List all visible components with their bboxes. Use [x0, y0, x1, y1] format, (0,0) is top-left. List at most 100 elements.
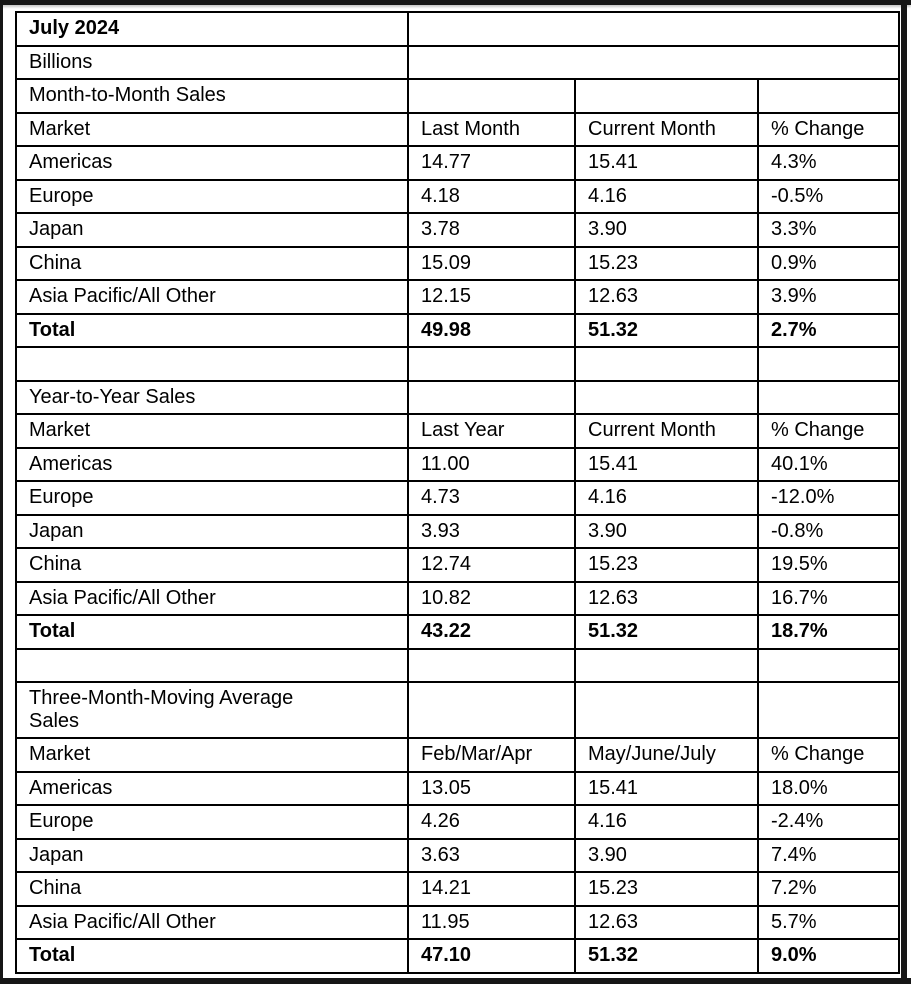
- table-row: Japan 3.93 3.90 -0.8%: [15, 513, 901, 549]
- column-header-cell: Market: [15, 413, 409, 449]
- table-row: Asia Pacific/All Other 12.15 12.63 3.9%: [15, 279, 901, 315]
- market-label-cell: Asia Pacific/All Other: [15, 580, 409, 616]
- column-header-cell: Last Month: [407, 111, 576, 147]
- value-cell: 4.73: [407, 480, 576, 516]
- market-label-cell: Asia Pacific/All Other: [15, 279, 409, 315]
- table-row: Europe 4.18 4.16 -0.5%: [15, 178, 901, 214]
- value-cell: 12.74: [407, 547, 576, 583]
- spacer-row: [15, 647, 901, 683]
- table-row: China 14.21 15.23 7.2%: [15, 871, 901, 907]
- frame-left-edge: [0, 0, 3, 984]
- section-title-row: Month-to-Month Sales: [15, 78, 901, 114]
- value-cell: 3.90: [574, 212, 759, 248]
- value-cell: 15.09: [407, 245, 576, 281]
- value-cell: 4.16: [574, 178, 759, 214]
- market-label-cell: Europe: [15, 480, 409, 516]
- total-pct-change-cell: 2.7%: [756, 312, 901, 348]
- pct-change-cell: 4.3%: [756, 145, 901, 181]
- empty-cell: [15, 346, 409, 382]
- pct-change-cell: 3.3%: [756, 212, 901, 248]
- empty-cell: [574, 78, 759, 114]
- column-header-cell: % Change: [756, 737, 901, 773]
- value-cell: 11.95: [407, 904, 576, 940]
- table-row: China 15.09 15.23 0.9%: [15, 245, 901, 281]
- table-row: Japan 3.63 3.90 7.4%: [15, 837, 901, 873]
- value-cell: 11.00: [407, 446, 576, 482]
- empty-cell: [407, 78, 576, 114]
- column-header-cell: Market: [15, 111, 409, 147]
- empty-cell: [406, 44, 901, 80]
- report-month-row: July 2024: [15, 11, 901, 47]
- market-label-cell: Europe: [15, 178, 409, 214]
- empty-cell: [574, 647, 759, 683]
- value-cell: 13.05: [407, 770, 576, 806]
- column-header-cell: Current Month: [574, 413, 759, 449]
- pct-change-cell: 7.2%: [756, 871, 901, 907]
- value-cell: 4.16: [574, 480, 759, 516]
- empty-cell: [756, 379, 901, 415]
- total-row: Total 49.98 51.32 2.7%: [15, 312, 901, 348]
- table-row: Americas 13.05 15.41 18.0%: [15, 770, 901, 806]
- value-cell: 15.41: [574, 770, 759, 806]
- column-header-cell: Last Year: [407, 413, 576, 449]
- empty-cell: [574, 379, 759, 415]
- pct-change-cell: 19.5%: [756, 547, 901, 583]
- market-label-cell: Japan: [15, 513, 409, 549]
- table-row: Japan 3.78 3.90 3.3%: [15, 212, 901, 248]
- pct-change-cell: 40.1%: [756, 446, 901, 482]
- total-row: Total 47.10 51.32 9.0%: [15, 938, 901, 974]
- frame-bottom-edge: [0, 978, 911, 984]
- total-pct-change-cell: 9.0%: [756, 938, 901, 974]
- total-label-cell: Total: [15, 938, 409, 974]
- total-value-cell: 51.32: [574, 614, 759, 650]
- total-value-cell: 47.10: [407, 938, 576, 974]
- frame-top-edge: [0, 0, 911, 5]
- value-cell: 15.23: [574, 245, 759, 281]
- section-title-row: Three-Month-Moving Average Sales: [15, 681, 901, 739]
- market-label-cell: China: [15, 547, 409, 583]
- total-value-cell: 49.98: [407, 312, 576, 348]
- column-header-row: Market Last Year Current Month % Change: [15, 413, 901, 449]
- pct-change-cell: 16.7%: [756, 580, 901, 616]
- column-header-cell: May/June/July: [574, 737, 759, 773]
- column-header-cell: Market: [15, 737, 409, 773]
- sales-report-table: July 2024 Billions Month-to-Month Sales …: [15, 11, 901, 974]
- column-header-cell: % Change: [756, 111, 901, 147]
- section-title-cell: Month-to-Month Sales: [15, 78, 409, 114]
- value-cell: 10.82: [407, 580, 576, 616]
- value-cell: 14.21: [407, 871, 576, 907]
- value-cell: 4.18: [407, 178, 576, 214]
- column-header-row: Market Last Month Current Month % Change: [15, 111, 901, 147]
- column-header-cell: Current Month: [574, 111, 759, 147]
- empty-cell: [406, 11, 901, 47]
- empty-cell: [756, 78, 901, 114]
- pct-change-cell: -12.0%: [756, 480, 901, 516]
- column-header-row: Market Feb/Mar/Apr May/June/July % Chang…: [15, 737, 901, 773]
- empty-cell: [407, 346, 576, 382]
- value-cell: 15.41: [574, 145, 759, 181]
- section-title-row: Year-to-Year Sales: [15, 379, 901, 415]
- table-row: Europe 4.26 4.16 -2.4%: [15, 804, 901, 840]
- market-label-cell: China: [15, 871, 409, 907]
- pct-change-cell: 18.0%: [756, 770, 901, 806]
- value-cell: 12.15: [407, 279, 576, 315]
- pct-change-cell: -0.8%: [756, 513, 901, 549]
- section-title-cell: Three-Month-Moving Average Sales: [15, 681, 409, 739]
- total-value-cell: 43.22: [407, 614, 576, 650]
- market-label-cell: Japan: [15, 212, 409, 248]
- units-cell: Billions: [15, 44, 409, 80]
- total-row: Total 43.22 51.32 18.7%: [15, 614, 901, 650]
- empty-cell: [574, 346, 759, 382]
- pct-change-cell: 3.9%: [756, 279, 901, 315]
- market-label-cell: Americas: [15, 446, 409, 482]
- value-cell: 12.63: [574, 580, 759, 616]
- column-header-cell: % Change: [756, 413, 901, 449]
- market-label-cell: Americas: [15, 145, 409, 181]
- table-row: China 12.74 15.23 19.5%: [15, 547, 901, 583]
- empty-cell: [756, 681, 901, 739]
- value-cell: 3.90: [574, 837, 759, 873]
- frame-right-edge: [901, 0, 907, 984]
- table-row: Asia Pacific/All Other 10.82 12.63 16.7%: [15, 580, 901, 616]
- value-cell: 3.90: [574, 513, 759, 549]
- report-month-cell: July 2024: [15, 11, 409, 47]
